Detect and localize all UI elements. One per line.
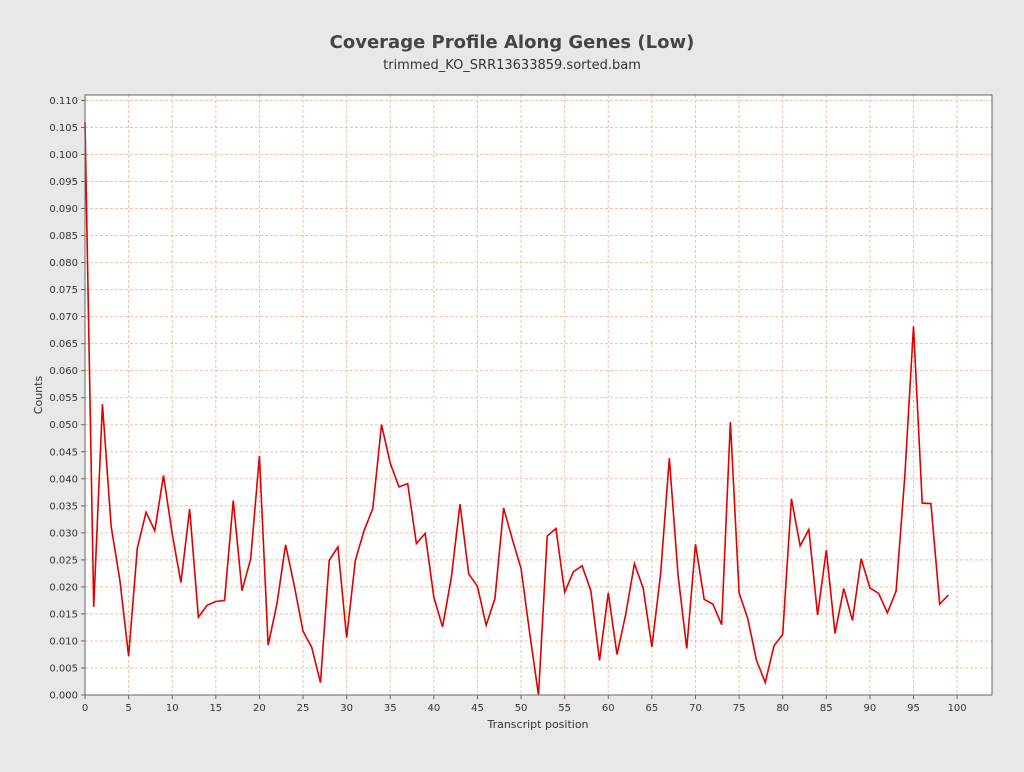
y-tick-label: 0.070 — [49, 312, 78, 323]
x-tick-label: 45 — [471, 703, 484, 714]
y-tick-label: 0.050 — [49, 420, 78, 431]
series-line — [84, 122, 949, 696]
y-tick-label: 0.000 — [49, 691, 78, 702]
axes: 0.000 0.005 0.010 0.015 0.020 0.025 0.030 0.035… — [49, 96, 966, 714]
x-tick-label: 0 — [82, 703, 88, 714]
y-tick-label: 0.090 — [49, 204, 78, 215]
y-tick-label: 0.080 — [49, 258, 78, 269]
x-tick-label: 55 — [558, 703, 571, 714]
y-tick-label: 0.100 — [49, 150, 78, 161]
plot-border — [84, 94, 993, 696]
x-tick-label: 35 — [384, 703, 397, 714]
y-tick-label: 0.110 — [49, 96, 78, 107]
y-tick-label: 0.025 — [49, 555, 78, 566]
y-tick-label: 0.065 — [49, 339, 78, 350]
x-tick-label: 20 — [253, 703, 266, 714]
x-tick-label: 65 — [646, 703, 659, 714]
x-tick-label: 85 — [820, 703, 833, 714]
y-tick-label: 0.105 — [49, 123, 78, 134]
x-tick-label: 30 — [340, 703, 353, 714]
y-tick-label: 0.005 — [49, 663, 78, 674]
x-tick-label: 5 — [125, 703, 131, 714]
x-tick-label: 50 — [515, 703, 528, 714]
y-axis-label: Counts — [32, 376, 45, 415]
x-tick-label: 95 — [907, 703, 920, 714]
x-tick-label: 10 — [166, 703, 179, 714]
y-tick-label: 0.020 — [49, 582, 78, 593]
plot-area — [85, 95, 992, 695]
x-axis-label: Transcript position — [486, 718, 588, 731]
grid — [85, 95, 992, 695]
series-layer — [84, 122, 949, 696]
y-tick-label: 0.015 — [49, 609, 78, 620]
y-tick-label: 0.045 — [49, 447, 78, 458]
x-tick-label: 100 — [948, 703, 967, 714]
y-tick-label: 0.030 — [49, 528, 78, 539]
x-tick-label: 40 — [427, 703, 440, 714]
y-tick-label: 0.075 — [49, 285, 78, 296]
y-tick-label: 0.060 — [49, 366, 78, 377]
x-tick-label: 90 — [864, 703, 877, 714]
y-tick-label: 0.040 — [49, 474, 78, 485]
x-tick-label: 75 — [733, 703, 746, 714]
x-tick-label: 25 — [297, 703, 310, 714]
y-tick-label: 0.010 — [49, 636, 78, 647]
x-tick-label: 60 — [602, 703, 615, 714]
y-tick-label: 0.095 — [49, 177, 78, 188]
chart-title: Coverage Profile Along Genes (Low) — [330, 32, 695, 53]
chart-subtitle: trimmed_KO_SRR13633859.sorted.bam — [383, 58, 641, 73]
y-tick-label: 0.055 — [49, 393, 78, 404]
y-tick-label: 0.085 — [49, 231, 78, 242]
x-tick-label: 80 — [776, 703, 789, 714]
x-tick-label: 15 — [209, 703, 222, 714]
x-tick-label: 70 — [689, 703, 702, 714]
y-tick-label: 0.035 — [49, 501, 78, 512]
